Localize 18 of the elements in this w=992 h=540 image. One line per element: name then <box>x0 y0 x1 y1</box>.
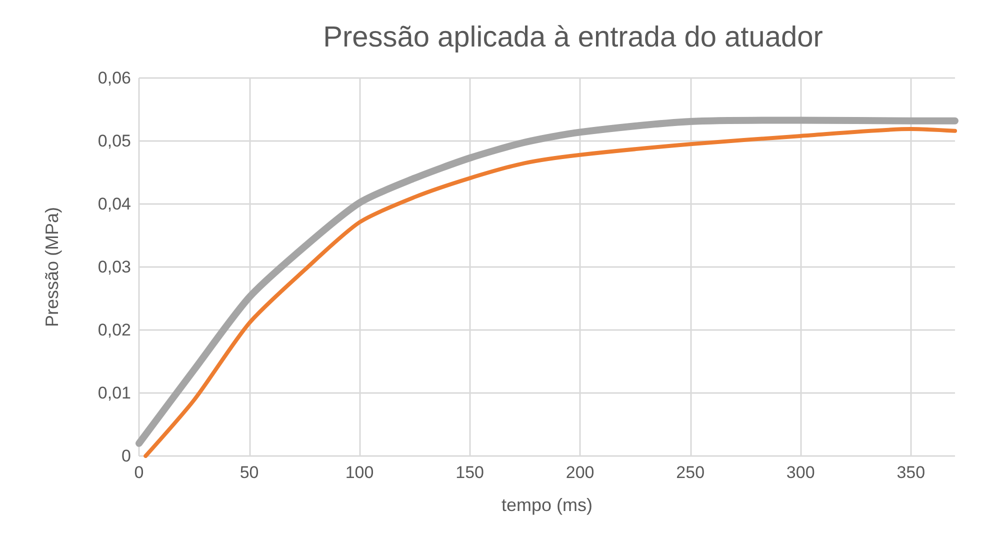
x-tick-label: 300 <box>786 463 815 482</box>
chart-title: Pressão aplicada à entrada do atuador <box>323 22 824 54</box>
y-tick-label: 0,01 <box>98 384 131 402</box>
y-tick-label: 0 <box>122 446 131 466</box>
x-tick-label: 0 <box>134 463 144 482</box>
y-axis-title: Pressão (MPa) <box>42 206 62 328</box>
y-tick-label: 0,06 <box>98 68 131 88</box>
y-tick-label: 0,04 <box>98 194 131 214</box>
x-axis-title: tempo (ms) <box>501 495 593 515</box>
y-tick-label: 0,05 <box>98 132 131 150</box>
y-tick-label: 0,02 <box>98 320 131 340</box>
x-tick-label: 200 <box>566 463 594 482</box>
x-tick-label: 100 <box>345 463 374 482</box>
x-tick-label: 150 <box>456 463 484 482</box>
x-tick-label: 250 <box>676 463 705 482</box>
y-tick-label: 0,03 <box>98 258 131 276</box>
x-tick-label: 350 <box>896 463 926 482</box>
x-tick-label: 50 <box>240 463 259 482</box>
